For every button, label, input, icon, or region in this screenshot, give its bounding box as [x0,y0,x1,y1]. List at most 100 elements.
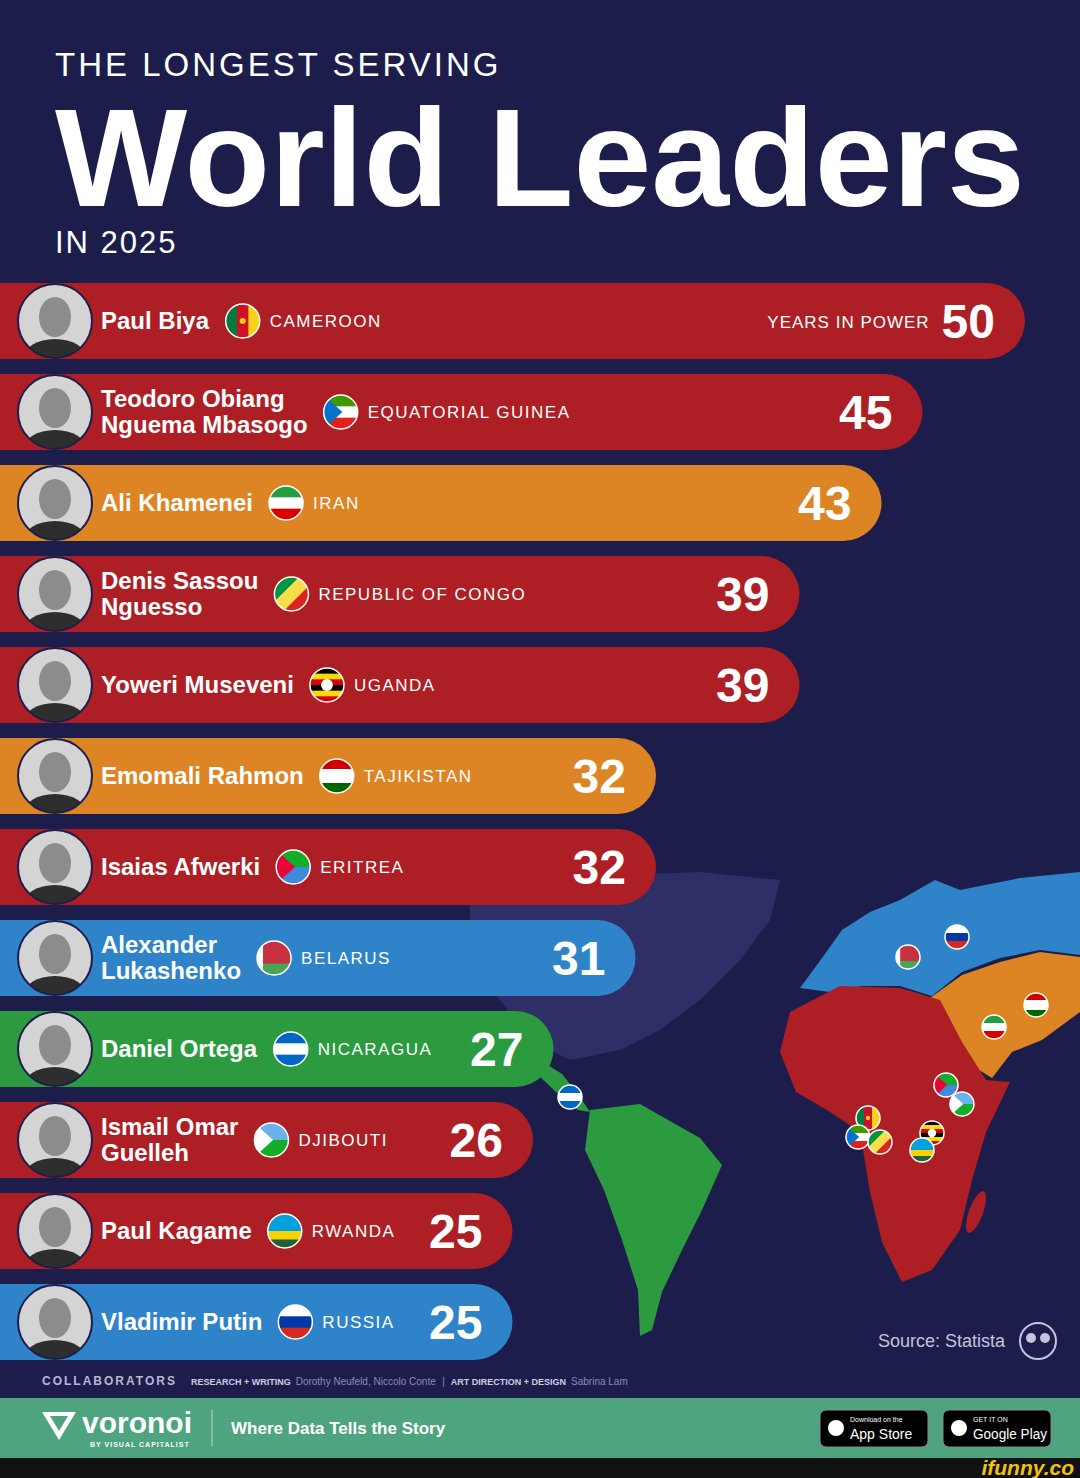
brand-logo [42,1412,76,1440]
portrait-head [39,1116,71,1156]
background [0,0,1080,1478]
flag-stripe [945,933,969,942]
bar [0,1011,554,1087]
store-large: App Store [850,1426,912,1442]
portrait-head [39,479,71,519]
flag-ring [226,304,260,338]
flag-stripe [268,1214,302,1232]
leader-name: Isaias Afwerki [101,853,260,880]
leader-name-line: Teodoro Obiang [101,385,285,412]
leader-name: Ali Khamenei [101,489,253,516]
data-label: 26 [450,1114,503,1167]
data-label: 43 [798,477,851,530]
store-button[interactable] [820,1410,928,1447]
flag-ring [274,1032,308,1066]
leader-name-line: Paul Biya [101,307,210,334]
flag-ring [274,577,308,611]
store-large: Google Play [973,1426,1047,1442]
portrait [18,830,92,925]
portrait [18,466,92,561]
flag [950,1092,974,1117]
flag [324,395,358,430]
bar [0,647,800,723]
flag-ring [934,1073,958,1097]
flag-stripe [558,1093,582,1102]
country: RWANDA [312,1222,396,1241]
africa [780,986,1010,1282]
portrait-head [39,297,71,337]
store-small: GET IT ON [973,1416,1008,1423]
leader-name: Emomali Rahmon [101,762,304,789]
data-label: 27 [470,1023,523,1076]
portrait-ring [18,1103,92,1177]
portrait-ring [18,557,92,631]
flag [278,1305,312,1340]
flag-ring [1024,993,1048,1017]
data-label: 50 [942,295,995,348]
portrait-ring [18,1194,92,1268]
bar [0,556,799,632]
flag-ring [269,486,303,520]
country: UGANDA [354,676,436,695]
source-icon [1040,1333,1050,1343]
leader-name-line: Daniel Ortega [101,1035,258,1062]
flag-ring [910,1138,934,1162]
footer-band [0,1398,1080,1458]
leader-name: Yoweri Museveni [101,671,294,698]
portrait-ring [18,1285,92,1359]
country: NICARAGUA [318,1040,433,1059]
flag-triangle [846,1125,859,1149]
portrait-ring [18,1012,92,1086]
flag-stripe [864,1126,896,1158]
data-label: 39 [716,568,769,621]
store-button[interactable] [943,1410,1051,1447]
leader-name-line: Vladimir Putin [101,1308,262,1335]
brand: voronoi [82,1406,192,1439]
flag [982,1015,1006,1040]
leader-name-line: Paul Kagame [101,1217,252,1244]
flag [226,304,261,338]
portrait-head [39,843,71,883]
flag-ring [868,1130,892,1154]
flag-stripe [269,497,303,509]
data-label: 25 [429,1296,482,1349]
data-label: 39 [716,659,769,712]
flag [558,1085,582,1110]
data-label: 45 [839,386,892,439]
leader-name: Paul Kagame [101,1217,252,1244]
supertitle: THE LONGEST SERVING [55,46,501,83]
flag [268,1214,302,1249]
country: BELARUS [301,949,391,968]
portrait-ring [18,284,92,358]
leader-name: AlexanderLukashenko [101,931,241,984]
data-label: 32 [573,841,626,894]
leader-name-line: Denis Sassou [101,567,258,594]
portrait-ring [18,921,92,995]
flag-ring [896,945,920,969]
flag-stripe [320,769,354,784]
flag-stripe [237,304,249,338]
source-icon [1026,1333,1036,1343]
flag [320,759,354,794]
flag [254,1123,288,1158]
flag-ring [846,1125,870,1149]
flag-stripe [310,691,344,697]
flag [910,1138,934,1163]
country: ERITREA [320,858,404,877]
flag-triangle [254,1123,273,1157]
portrait-ring [18,375,92,449]
portrait-ring [18,739,92,813]
world-map [470,872,1080,1336]
store-small: Download on the [850,1416,903,1423]
madagascar [962,1189,990,1235]
brand-byline: BY VISUAL CAPITALIST [90,1441,190,1448]
bar [0,920,636,996]
portrait [18,557,92,652]
flag-stripe [864,1106,873,1130]
leader-name: Teodoro ObiangNguema Mbasogo [101,385,308,438]
flag-stripe [910,1150,934,1157]
flag-stripe [910,1138,934,1151]
flag-ring [268,1214,302,1248]
country: RUSSIA [322,1313,394,1332]
portrait [18,284,92,379]
